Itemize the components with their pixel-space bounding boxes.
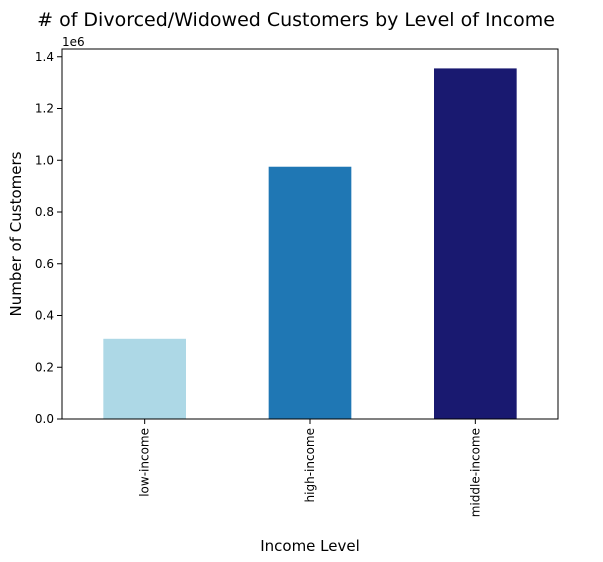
y-tick-label: 1.0	[35, 153, 54, 167]
y-tick-label: 0.8	[35, 205, 54, 219]
y-tick-label: 1.4	[35, 50, 54, 64]
x-tick-label-high-income: high-income	[303, 428, 317, 502]
y-tick-label: 0.4	[35, 309, 54, 323]
x-tick-label-low-income: low-income	[138, 428, 152, 497]
bar-middle-income	[434, 68, 517, 420]
bar-low-income	[103, 338, 186, 419]
y-tick-label: 0.6	[35, 257, 54, 271]
y-tick-label: 0.0	[35, 412, 54, 426]
y-scale-label: 1e6	[62, 35, 85, 49]
x-axis-label: Income Level	[260, 537, 360, 555]
plot-frame	[61, 48, 559, 420]
y-tick-label: 0.2	[35, 360, 54, 374]
chart-title: # of Divorced/Widowed Customers by Level…	[37, 9, 555, 31]
y-tick-label: 1.2	[35, 102, 54, 116]
x-tick-label-middle-income: middle-income	[468, 428, 482, 517]
y-axis-label: Number of Customers	[7, 151, 25, 316]
bar-high-income	[268, 166, 352, 419]
